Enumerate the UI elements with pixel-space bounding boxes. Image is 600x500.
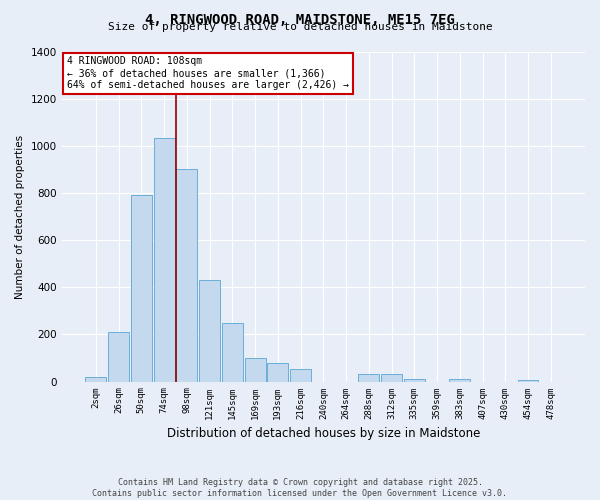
Bar xyxy=(358,374,379,382)
Bar xyxy=(449,379,470,382)
Y-axis label: Number of detached properties: Number of detached properties xyxy=(15,134,25,298)
Bar xyxy=(108,332,129,382)
Bar xyxy=(85,377,106,382)
Bar xyxy=(222,322,243,382)
Bar xyxy=(518,380,538,382)
Bar xyxy=(199,280,220,382)
Bar xyxy=(245,358,266,382)
Text: 4, RINGWOOD ROAD, MAIDSTONE, ME15 7EG: 4, RINGWOOD ROAD, MAIDSTONE, ME15 7EG xyxy=(145,12,455,26)
Text: 4 RINGWOOD ROAD: 108sqm
← 36% of detached houses are smaller (1,366)
64% of semi: 4 RINGWOOD ROAD: 108sqm ← 36% of detache… xyxy=(67,56,349,90)
Bar xyxy=(176,170,197,382)
Bar xyxy=(381,374,402,382)
Bar xyxy=(154,138,175,382)
X-axis label: Distribution of detached houses by size in Maidstone: Distribution of detached houses by size … xyxy=(167,427,480,440)
Text: Contains HM Land Registry data © Crown copyright and database right 2025.
Contai: Contains HM Land Registry data © Crown c… xyxy=(92,478,508,498)
Bar xyxy=(268,362,289,382)
Bar xyxy=(131,196,152,382)
Bar xyxy=(290,368,311,382)
Bar xyxy=(404,379,425,382)
Text: Size of property relative to detached houses in Maidstone: Size of property relative to detached ho… xyxy=(107,22,493,32)
